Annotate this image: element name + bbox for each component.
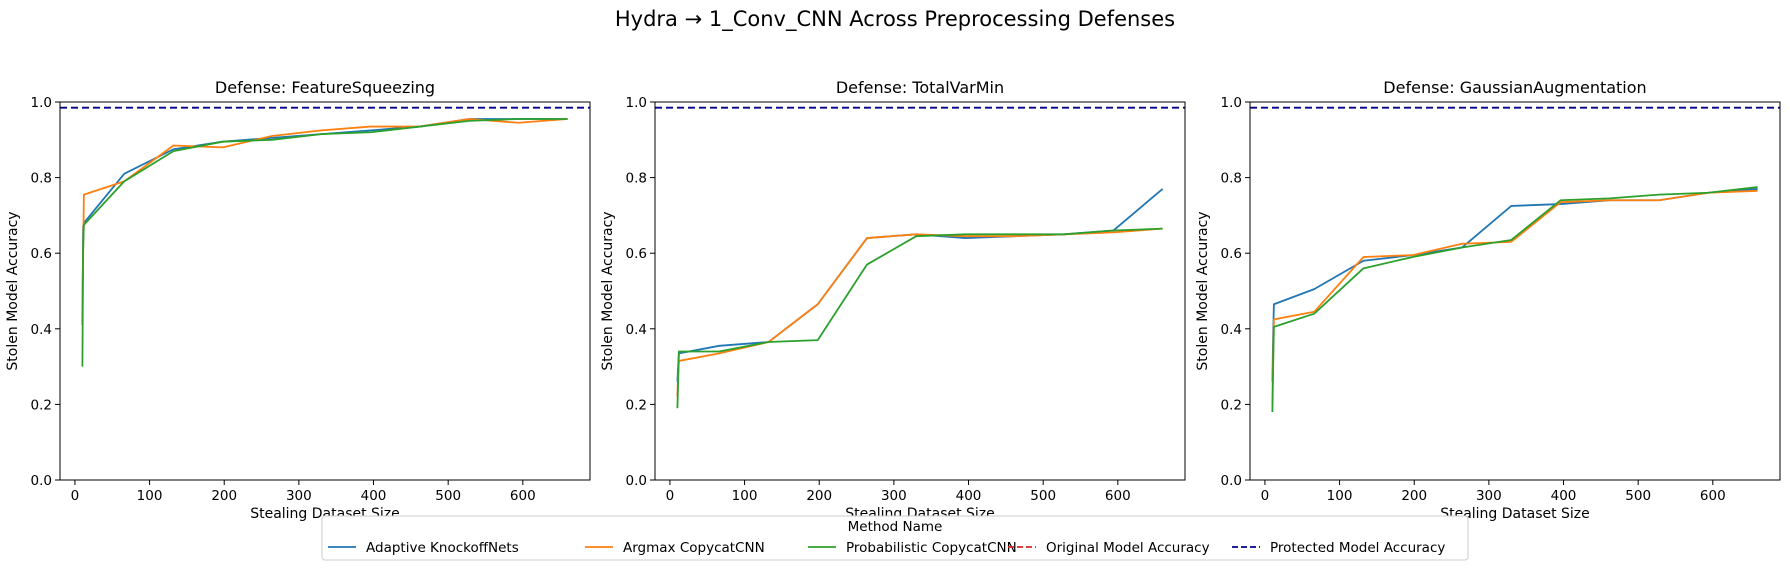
subplot-title: Defense: GaussianAugmentation (1383, 78, 1646, 97)
x-tick-label: 500 (1030, 488, 1056, 504)
legend-label: Probabilistic CopycatCNN (846, 540, 1017, 556)
x-tick-label: 200 (806, 488, 832, 504)
axes-frame (1249, 101, 1781, 481)
x-tick-label: 100 (732, 488, 758, 504)
legend: Method Name Adaptive KnockoffNets Argmax C… (321, 515, 1469, 561)
y-tick-label: 0.4 (1221, 322, 1242, 338)
subplot-title: Defense: FeatureSqueezing (215, 78, 435, 97)
legend-entry: Adaptive KnockoffNets (328, 540, 519, 556)
x-tick-label: 400 (956, 488, 982, 504)
subplot-1: Defense: FeatureSqueezing 0.0 0.2 0.4 0.6 0.8… (5, 78, 591, 522)
legend-entry: Argmax CopycatCNN (585, 540, 765, 556)
y-tick-label: 0.4 (626, 322, 647, 338)
x-tick-label: 300 (1476, 488, 1502, 504)
y-tick-label: 0.0 (1221, 473, 1242, 489)
x-tick-label: 0 (1261, 488, 1270, 504)
axes-frame (654, 101, 1186, 481)
x-tick-label: 400 (361, 488, 387, 504)
x-tick-label: 300 (286, 488, 312, 504)
legend-entry: Probabilistic CopycatCNN (808, 540, 1017, 556)
y-tick-label: 0.0 (31, 473, 52, 489)
legend-label: Protected Model Accuracy (1270, 540, 1445, 556)
series-line-argmax-copycatcnn (1271, 189, 1758, 405)
x-tick-label: 500 (435, 488, 461, 504)
y-tick-label: 0.4 (31, 322, 52, 338)
series-line-probabilistic-copycatcnn (1271, 186, 1758, 412)
y-tick-label: 0.6 (626, 246, 647, 262)
y-tick-label: 0.2 (626, 397, 647, 413)
legend-label: Adaptive KnockoffNets (366, 540, 519, 556)
series-line-adaptive-knockoffnets (676, 188, 1164, 382)
y-tick-label: 0.8 (626, 171, 647, 187)
x-tick-label: 100 (137, 488, 163, 504)
subplot-2: Defense: TotalVarMin 0.0 0.2 0.4 0.6 0.8 1.0 0 1… (600, 78, 1186, 522)
x-tick-label: 600 (510, 488, 536, 504)
x-tick-label: 400 (1551, 488, 1577, 504)
series-line-argmax-copycatcnn (81, 118, 568, 299)
y-axis-label: Stolen Model Accuracy (5, 211, 21, 370)
series-line-probabilistic-copycatcnn (81, 118, 568, 367)
x-tick-label: 300 (881, 488, 907, 504)
y-tick-label: 0.8 (31, 171, 52, 187)
series-line-adaptive-knockoffnets (81, 118, 568, 326)
series-group (1271, 186, 1758, 412)
y-axis-label: Stolen Model Accuracy (600, 211, 616, 370)
y-tick-label: 0.2 (31, 397, 52, 413)
legend-entry: Original Model Accuracy (1008, 540, 1210, 556)
x-tick-label: 100 (1327, 488, 1353, 504)
y-tick-label: 0.0 (626, 473, 647, 489)
series-group (81, 118, 568, 367)
x-tick-label: 200 (1401, 488, 1427, 504)
legend-box (321, 515, 1469, 561)
figure-suptitle: Hydra → 1_Conv_CNN Across Preprocessing … (615, 7, 1175, 32)
series-group (676, 188, 1164, 409)
y-tick-label: 0.6 (1221, 246, 1242, 262)
subplot-title: Defense: TotalVarMin (836, 78, 1004, 97)
x-tick-label: 600 (1700, 488, 1726, 504)
legend-label: Argmax CopycatCNN (623, 540, 765, 556)
x-tick-label: 200 (211, 488, 237, 504)
legend-title: Method Name (848, 519, 943, 535)
axes-frame (59, 101, 591, 481)
series-line-argmax-copycatcnn (676, 227, 1163, 397)
subplot-3: Defense: GaussianAugmentation 0.0 0.2 0.4 0.… (1195, 78, 1781, 522)
legend-entry: Protected Model Accuracy (1232, 540, 1445, 556)
y-tick-label: 0.8 (1221, 171, 1242, 187)
y-tick-label: 0.6 (31, 246, 52, 262)
subplots: Defense: FeatureSqueezing 0.0 0.2 0.4 0.6 0.8… (5, 78, 1781, 522)
y-tick-label: 1.0 (31, 95, 52, 111)
legend-label: Original Model Accuracy (1046, 540, 1210, 556)
series-line-probabilistic-copycatcnn (676, 227, 1163, 409)
y-tick-label: 1.0 (1221, 95, 1242, 111)
x-axis-label: Stealing Dataset Size (1440, 506, 1590, 522)
x-tick-label: 600 (1105, 488, 1131, 504)
y-axis-label: Stolen Model Accuracy (1195, 211, 1211, 370)
x-tick-label: 0 (71, 488, 80, 504)
x-tick-label: 500 (1625, 488, 1651, 504)
y-tick-label: 1.0 (626, 95, 647, 111)
y-tick-label: 0.2 (1221, 397, 1242, 413)
x-tick-label: 0 (666, 488, 675, 504)
